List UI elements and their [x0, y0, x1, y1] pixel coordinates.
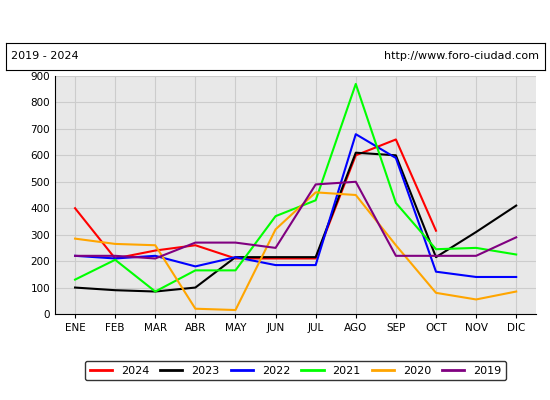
Text: http://www.foro-ciudad.com: http://www.foro-ciudad.com — [384, 51, 539, 61]
Text: 2019 - 2024: 2019 - 2024 — [11, 51, 79, 61]
Text: Evolucion Nº Turistas Nacionales en el municipio de Vadillo de la Guareña: Evolucion Nº Turistas Nacionales en el m… — [0, 14, 550, 28]
Legend: 2024, 2023, 2022, 2021, 2020, 2019: 2024, 2023, 2022, 2021, 2020, 2019 — [85, 361, 506, 380]
